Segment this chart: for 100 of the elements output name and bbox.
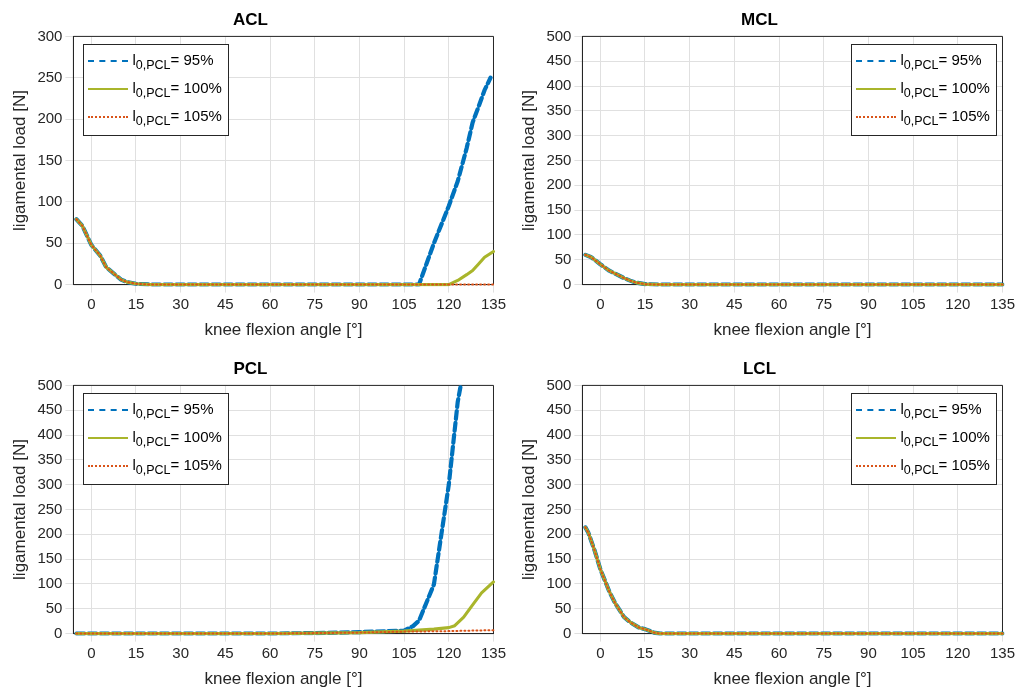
chart-title: ACL	[233, 9, 268, 29]
chart-title: PCL	[233, 358, 268, 378]
y-tick-label: 200	[546, 524, 572, 542]
x-axis-title: knee flexion angle [°]	[713, 320, 872, 340]
y-tick-label: 250	[546, 499, 572, 517]
x-tick-label: 15	[636, 643, 654, 661]
x-tick-label: 105	[391, 643, 417, 661]
x-tick-label: 105	[900, 643, 926, 661]
y-tick-label: 150	[37, 549, 63, 567]
x-tick-label: 60	[770, 643, 788, 661]
x-tick-label: 90	[860, 294, 877, 312]
x-tick-label: 135	[480, 294, 506, 312]
y-tick-label: 150	[546, 200, 572, 218]
x-tick-label: 135	[480, 643, 506, 661]
x-tick-label: 15	[127, 294, 145, 312]
x-tick-label: 120	[945, 294, 971, 312]
x-tick-label: 75	[306, 643, 324, 661]
x-tick-label: 30	[681, 294, 699, 312]
legend-label: l$_{0,PCL}$= 95%	[132, 399, 214, 421]
legend-label: l$_{0,PCL}$= 95%	[132, 50, 214, 72]
x-axis-title: knee flexion angle [°]	[713, 669, 872, 689]
y-tick-label: 450	[37, 400, 63, 418]
y-tick-label: 500	[546, 375, 572, 393]
x-axis-title: knee flexion angle [°]	[204, 320, 363, 340]
x-tick-label: 90	[351, 294, 368, 312]
x-tick-label: 30	[172, 294, 190, 312]
y-tick-label: 50	[45, 233, 63, 251]
x-tick-label: 75	[306, 294, 324, 312]
y-tick-label: 300	[546, 125, 572, 143]
y-tick-label: 400	[37, 425, 63, 443]
y-tick-label: 300	[37, 26, 63, 44]
y-tick-label: 0	[54, 623, 63, 641]
y-tick-label: 50	[45, 598, 63, 616]
legend-label: l$_{0,PCL}$= 100%	[900, 427, 990, 449]
x-tick-label: 0	[596, 294, 605, 312]
y-axis-title: ligamental load [N]	[9, 90, 29, 231]
y-tick-label: 450	[546, 400, 572, 418]
y-tick-label: 0	[563, 274, 572, 292]
legend-label: l$_{0,PCL}$= 95%	[900, 399, 982, 421]
legend-label: l$_{0,PCL}$= 95%	[900, 50, 982, 72]
x-tick-label: 30	[172, 643, 190, 661]
x-tick-label: 75	[815, 643, 833, 661]
y-tick-label: 0	[563, 623, 572, 641]
legend-label: l$_{0,PCL}$= 100%	[132, 427, 222, 449]
y-tick-label: 350	[546, 450, 572, 467]
y-tick-label: 350	[546, 101, 572, 118]
x-tick-label: 45	[726, 643, 743, 661]
x-tick-label: 105	[900, 294, 926, 312]
y-axis-title: ligamental load [N]	[518, 439, 538, 580]
x-tick-label: 60	[261, 643, 279, 661]
y-tick-label: 200	[37, 109, 63, 127]
x-tick-label: 120	[436, 643, 462, 661]
legend-label: l$_{0,PCL}$= 100%	[132, 78, 222, 100]
x-tick-label: 15	[636, 294, 654, 312]
y-tick-label: 500	[37, 375, 63, 393]
y-tick-label: 100	[546, 225, 572, 243]
x-tick-label: 135	[989, 643, 1015, 661]
y-tick-label: 100	[37, 192, 63, 210]
y-tick-label: 200	[546, 175, 572, 193]
x-tick-label: 120	[436, 294, 462, 312]
y-tick-label: 300	[546, 474, 572, 492]
y-tick-label: 250	[37, 67, 63, 85]
y-tick-label: 100	[546, 574, 572, 592]
y-tick-label: 500	[546, 26, 572, 44]
x-tick-label: 90	[351, 643, 368, 661]
y-tick-label: 200	[37, 524, 63, 542]
x-tick-label: 60	[770, 294, 788, 312]
x-tick-label: 45	[217, 643, 234, 661]
legend-label: l$_{0,PCL}$= 105%	[900, 455, 990, 477]
x-tick-label: 0	[596, 643, 605, 661]
legend-label: l$_{0,PCL}$= 105%	[900, 106, 990, 128]
legend-label: l$_{0,PCL}$= 105%	[132, 455, 222, 477]
legend-label: l$_{0,PCL}$= 100%	[900, 78, 990, 100]
y-tick-label: 50	[554, 249, 572, 267]
x-tick-label: 15	[127, 643, 145, 661]
x-tick-label: 60	[261, 294, 279, 312]
legend-label: l$_{0,PCL}$= 105%	[132, 106, 222, 128]
x-tick-label: 45	[726, 294, 743, 312]
x-axis-title: knee flexion angle [°]	[204, 669, 363, 689]
y-tick-label: 250	[546, 150, 572, 168]
x-tick-label: 135	[989, 294, 1015, 312]
x-tick-label: 90	[860, 643, 877, 661]
x-tick-label: 0	[87, 643, 96, 661]
y-tick-label: 100	[37, 574, 63, 592]
x-tick-label: 30	[681, 643, 699, 661]
y-tick-label: 150	[546, 549, 572, 567]
y-axis-title: ligamental load [N]	[518, 90, 538, 231]
y-tick-label: 250	[37, 499, 63, 517]
y-tick-label: 400	[546, 76, 572, 94]
x-tick-label: 120	[945, 643, 971, 661]
x-tick-label: 105	[391, 294, 417, 312]
y-tick-label: 150	[37, 150, 63, 168]
y-tick-label: 450	[546, 51, 572, 69]
x-tick-label: 45	[217, 294, 234, 312]
x-tick-label: 75	[815, 294, 833, 312]
chart-title: MCL	[741, 9, 778, 29]
y-tick-label: 50	[554, 598, 572, 616]
x-tick-label: 0	[87, 294, 96, 312]
y-tick-label: 300	[37, 474, 63, 492]
chart-title: LCL	[742, 358, 777, 378]
